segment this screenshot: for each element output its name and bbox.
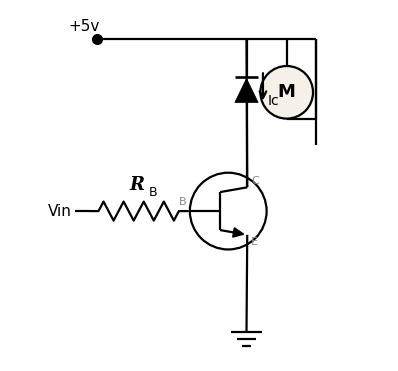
Text: M: M bbox=[278, 83, 296, 101]
Text: B: B bbox=[148, 186, 157, 199]
FancyArrow shape bbox=[233, 228, 244, 237]
Text: R: R bbox=[129, 175, 144, 194]
Text: E: E bbox=[251, 237, 258, 247]
Text: Ic: Ic bbox=[267, 95, 279, 108]
Text: C: C bbox=[251, 175, 259, 186]
Text: Vin: Vin bbox=[48, 204, 72, 219]
Text: B: B bbox=[179, 197, 186, 207]
Polygon shape bbox=[235, 78, 258, 102]
Circle shape bbox=[260, 66, 313, 119]
Text: +5v: +5v bbox=[68, 19, 100, 34]
